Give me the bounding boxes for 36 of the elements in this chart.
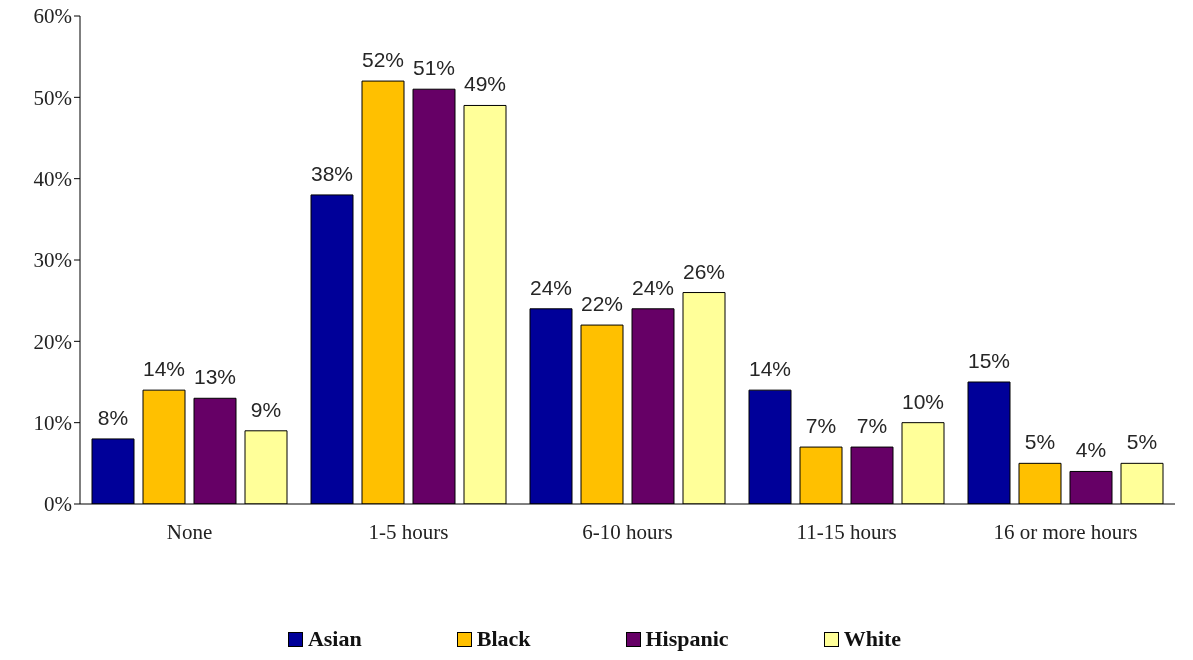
y-tick-label: 10% <box>33 411 72 436</box>
y-tick-label: 0% <box>44 492 72 517</box>
y-tick-label: 20% <box>33 329 72 354</box>
data-label: 10% <box>901 389 945 413</box>
x-tick-label: 1-5 hours <box>368 519 449 544</box>
y-tick-label: 50% <box>33 85 72 110</box>
data-label: 8% <box>97 405 129 429</box>
data-label: 26% <box>682 259 726 283</box>
legend-label: White <box>843 626 902 652</box>
data-label: 7% <box>805 414 837 438</box>
x-tick-label: None <box>166 519 213 544</box>
data-label: 13% <box>193 365 237 389</box>
data-label: 49% <box>463 72 507 96</box>
data-label: 7% <box>856 414 888 438</box>
data-label: 5% <box>1126 430 1158 454</box>
legend-label: Asian <box>307 626 362 652</box>
data-label: 38% <box>310 161 354 185</box>
y-tick-label: 60% <box>33 4 72 29</box>
data-label: 51% <box>412 56 456 80</box>
x-tick-label: 11-15 hours <box>796 519 897 544</box>
data-label: 4% <box>1075 438 1107 462</box>
data-label: 14% <box>142 357 186 381</box>
data-label: 15% <box>967 349 1011 372</box>
data-label: 14% <box>748 357 792 381</box>
data-label: 24% <box>631 275 675 299</box>
data-label: 24% <box>529 275 573 299</box>
legend-label: Hispanic <box>645 626 729 652</box>
x-tick-label: 16 or more hours <box>993 519 1138 544</box>
y-tick-label: 40% <box>33 167 72 192</box>
data-label: 22% <box>580 292 624 316</box>
legend-label: Black <box>476 626 531 652</box>
data-label: 5% <box>1024 430 1056 454</box>
data-label: 52% <box>361 48 405 72</box>
data-label: 9% <box>250 397 282 421</box>
x-tick-label: 6-10 hours <box>582 519 673 544</box>
y-tick-label: 30% <box>33 248 72 273</box>
